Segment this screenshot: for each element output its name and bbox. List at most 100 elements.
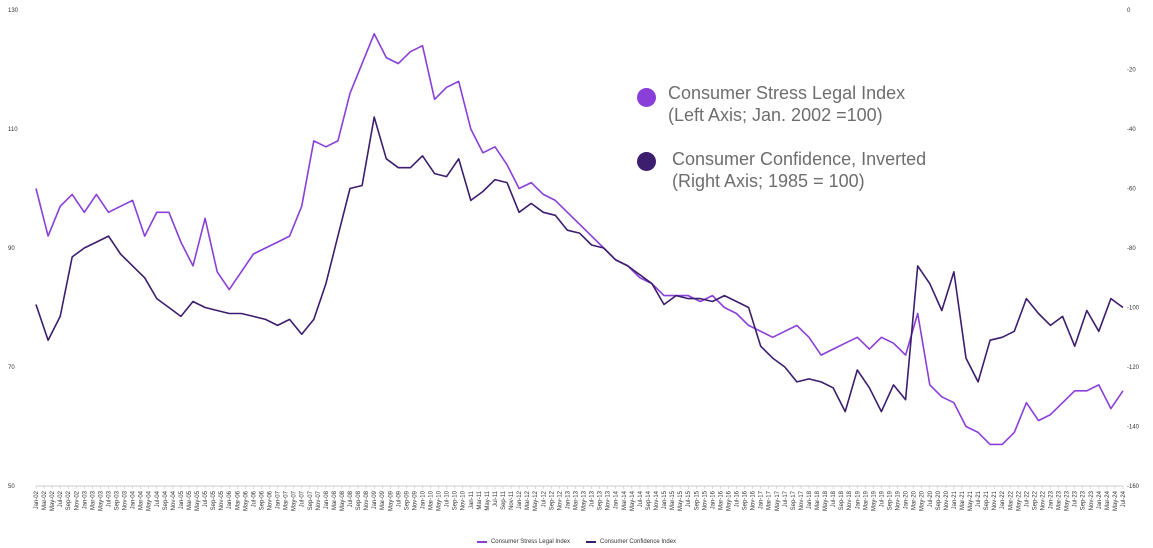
- x-axis-tick-label: Jul-11: [493, 490, 499, 507]
- x-axis-tick-label: May-04: [147, 490, 153, 511]
- x-axis-tick-label: May-23: [1065, 490, 1071, 511]
- x-axis-tick-label: Jan-21: [952, 490, 958, 509]
- x-axis-tick-label: Nov-12: [557, 490, 563, 510]
- x-axis-tick-label: Sep-14: [646, 490, 652, 510]
- x-axis-tick-label: Mar-23: [1057, 490, 1063, 510]
- x-axis-tick-label: Mar-22: [1008, 490, 1014, 510]
- x-axis-tick-label: May-09: [388, 490, 394, 511]
- right-axis-tick-label: -100: [1127, 306, 1140, 312]
- x-axis-tick-label: Jan-24: [1097, 490, 1103, 509]
- x-axis-tick-label: Jan-16: [710, 490, 716, 509]
- stress-annotation-line1: Consumer Stress Legal Index: [668, 83, 906, 103]
- left-axis-tick-label: 90: [8, 246, 15, 252]
- x-axis-tick-label: Mar-15: [670, 490, 676, 510]
- x-axis-tick-label: Mar-03: [90, 490, 96, 510]
- right-axis-tick-label: 0: [1127, 8, 1131, 14]
- x-axis-tick-label: Jan-05: [179, 490, 185, 509]
- confidence-legend-dot: [637, 152, 656, 171]
- x-axis-tick-label: Jan-02: [34, 490, 40, 509]
- x-axis-tick-label: Jul-23: [1073, 490, 1079, 507]
- x-axis-tick-label: May-19: [871, 490, 877, 511]
- x-axis-tick-label: Nov-13: [606, 490, 612, 510]
- x-axis-tick-label: Nov-04: [171, 490, 177, 510]
- x-axis-tick-label: Mar-10: [429, 490, 435, 510]
- x-axis-tick-label: Mar-06: [235, 490, 241, 510]
- x-axis-tick-label: May-22: [1016, 490, 1022, 511]
- x-axis-tick-label: Nov-11: [509, 490, 515, 510]
- x-axis-tick-label: Nov-22: [1040, 490, 1046, 510]
- x-axis-tick-label: Jul-13: [590, 490, 596, 507]
- x-axis-tick-label: Jan-19: [855, 490, 861, 509]
- x-axis-tick-label: May-15: [678, 490, 684, 511]
- x-axis-tick-label: Sep-10: [453, 490, 459, 510]
- left-axis-tick-label: 50: [8, 484, 15, 490]
- x-axis-tick-label: Nov-03: [123, 490, 129, 510]
- x-axis-tick-label: Jul-04: [155, 490, 161, 507]
- x-axis-tick-label: Mar-17: [767, 490, 773, 510]
- x-axis-tick-label: Sep-13: [598, 490, 604, 510]
- x-axis-tick-label: Jan-09: [372, 490, 378, 509]
- x-axis-tick-label: Jul-02: [58, 490, 64, 507]
- stress-annotation-line2: (Left Axis; Jan. 2002 =100): [668, 105, 883, 125]
- x-axis-tick-label: Mar-11: [477, 490, 483, 509]
- x-axis-tick-label: Sep-18: [839, 490, 845, 510]
- x-axis-tick-label: Jul-22: [1024, 490, 1030, 507]
- x-axis-tick-label: Nov-10: [461, 490, 467, 510]
- series-group: [35, 32, 1124, 446]
- right-axis-tick-label: -40: [1127, 127, 1136, 133]
- x-axis-tick-label: Jul-12: [541, 490, 547, 507]
- x-axis-tick-label: Nov-02: [74, 490, 80, 510]
- legend-swatch-stress: [476, 541, 487, 543]
- right-axis-tick-label: -140: [1127, 425, 1140, 431]
- x-axis-tick-label: Sep-12: [549, 490, 555, 510]
- x-axis-tick-label: May-08: [340, 490, 346, 511]
- x-axis-tick-label: Jan-15: [662, 490, 668, 509]
- left-axis: 50 70 90 110 130: [8, 8, 19, 490]
- x-axis-tick-label: Nov-21: [992, 490, 998, 510]
- x-axis-tick-label: May-12: [533, 490, 539, 511]
- left-axis-tick-label: 110: [8, 127, 18, 133]
- x-axis-tick-label: Jan-07: [276, 490, 282, 509]
- x-axis-tick-label: May-10: [437, 490, 443, 511]
- x-axis-tick-label: Jul-14: [638, 490, 644, 507]
- x-axis-tick-label: Sep-16: [743, 490, 749, 510]
- x-axis-tick-label: May-13: [582, 490, 588, 511]
- x-axis-tick-label: Mar-08: [332, 490, 338, 510]
- x-axis-tick-label: Mar-02: [42, 490, 48, 510]
- x-axis-tick-label: Mar-05: [187, 490, 193, 510]
- legend: Consumer Stress Legal Index Consumer Con…: [0, 536, 1153, 548]
- x-axis-tick-label: Mar-18: [815, 490, 821, 510]
- x-axis-tick-label: Sep-21: [984, 490, 990, 510]
- series-line-confidence: [35, 116, 1124, 413]
- x-axis-tick-label: Jan-13: [565, 490, 571, 509]
- x-axis-tick-label: Mar-13: [573, 490, 579, 510]
- x-axis-tick-label: Nov-20: [944, 490, 950, 510]
- x-axis-tick-label: Jul-07: [300, 490, 306, 507]
- right-axis-tick-label: -80: [1127, 246, 1136, 252]
- x-axis-tick-label: Nov-08: [364, 490, 370, 510]
- x-axis-tick-label: Jan-10: [420, 490, 426, 509]
- x-axis-tick-label: Jul-16: [735, 490, 741, 507]
- x-axis-tick-label: Sep-02: [66, 490, 72, 510]
- x-axis-tick-label: Jul-10: [445, 490, 451, 507]
- x-axis-tick-label: Sep-07: [308, 490, 314, 510]
- series-line-stress: [35, 32, 1124, 446]
- x-axis-tick-label: Jan-22: [1000, 490, 1006, 509]
- x-axis-tick-label: Mar-19: [863, 490, 869, 510]
- x-axis-tick-label: Jul-05: [203, 490, 209, 507]
- right-axis-tick-label: -60: [1127, 187, 1136, 193]
- x-axis-tick-label: Nov-15: [702, 490, 708, 510]
- x-axis-tick-label: May-20: [920, 490, 926, 511]
- x-axis-tick-label: Mar-09: [380, 490, 386, 510]
- left-axis-tick-label: 70: [8, 365, 15, 371]
- x-axis-tick-label: Jan-23: [1049, 490, 1055, 509]
- legend-label-stress: Consumer Stress Legal Index: [490, 539, 570, 545]
- right-axis-tick-label: -20: [1127, 68, 1136, 74]
- x-axis-tick-label: Mar-07: [284, 490, 290, 510]
- x-axis-tick-label: Nov-05: [219, 490, 225, 510]
- x-axis-tick-label: Sep-17: [791, 490, 797, 510]
- x-axis-tick-label: May-06: [243, 490, 249, 511]
- x-axis-tick-label: Jul-18: [831, 490, 837, 507]
- x-axis-tick-label: Sep-08: [356, 490, 362, 510]
